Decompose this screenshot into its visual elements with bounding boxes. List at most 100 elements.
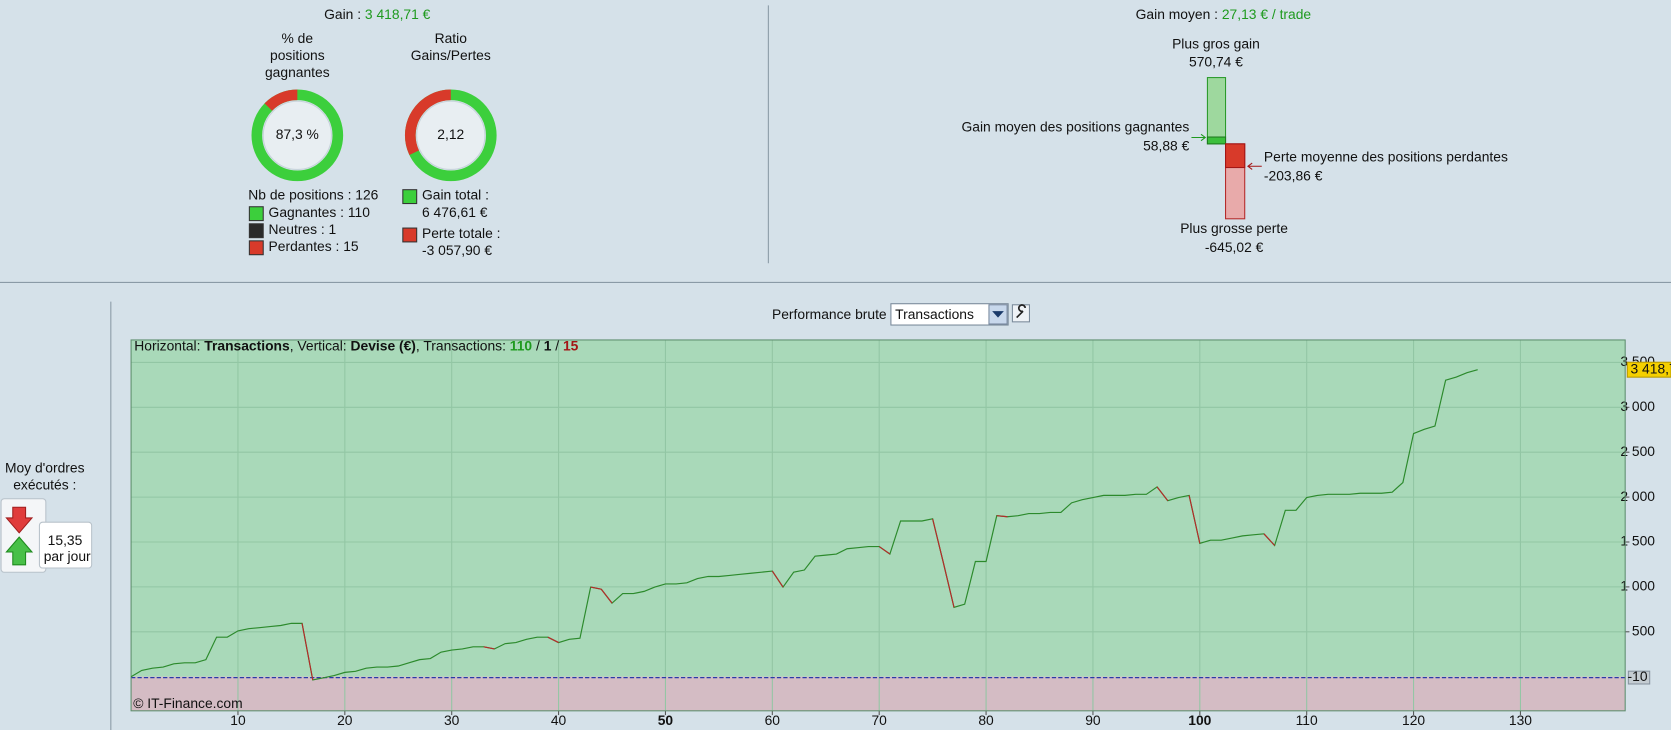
info-part: , Vertical:	[290, 337, 351, 353]
y-tick-label: 2 500	[1620, 443, 1655, 459]
x-tick-label: 70	[871, 712, 887, 728]
avg-line: Gain moyen : 27,13 € / trade	[1136, 6, 1312, 22]
losers: Perdantes : 15	[269, 238, 359, 254]
loss-segment	[483, 646, 495, 650]
loss-segment	[301, 623, 314, 681]
loss-segment	[932, 518, 944, 563]
win-title: positions	[270, 47, 325, 63]
donut-center	[262, 100, 332, 170]
info-part: , Transactions:	[416, 337, 510, 353]
info-part: /	[532, 337, 544, 353]
y-tick-label: 1 500	[1620, 533, 1655, 549]
legend-swatch	[248, 206, 264, 222]
max-gain-bar	[1206, 77, 1227, 145]
x-tick-label: 10	[230, 712, 246, 728]
last-value-label: 3 418,71	[1631, 360, 1671, 376]
orders-unit: par jour	[44, 548, 91, 564]
positions: Nb de positions : 126	[248, 187, 378, 203]
x-tick-label: 100	[1188, 712, 1211, 728]
loss-segment	[600, 588, 613, 604]
donut-arc	[264, 89, 298, 111]
avg-gain-label: 58,88 €	[1143, 138, 1189, 154]
x-tick-label: 20	[337, 712, 353, 728]
loss-segment	[942, 562, 955, 608]
win-title: gagnantes	[265, 64, 330, 80]
donut-arc	[405, 89, 452, 155]
x-tick-label: 130	[1509, 712, 1532, 728]
info-part: /	[551, 337, 563, 353]
avg-label: Gain moyen :	[1136, 6, 1222, 22]
donut-label: 87,3 %	[276, 126, 319, 142]
orders-title: exécutés :	[13, 477, 76, 493]
x-tick-label: 120	[1402, 712, 1425, 728]
max-gain-title: Plus gros gain	[1172, 35, 1260, 51]
info-part: 15	[563, 337, 579, 353]
max-loss-title: Plus grosse perte	[1180, 220, 1288, 236]
y-tick-label: 500	[1632, 622, 1655, 638]
max-loss-label: -645,02 €	[1205, 239, 1264, 255]
total-gain-label: Gain total :	[422, 187, 489, 203]
neutral: Neutres : 1	[269, 221, 337, 237]
x-tick-label: 110	[1296, 712, 1318, 728]
loss-segment	[1263, 533, 1276, 546]
max-gain-label: 570,74 €	[1189, 54, 1243, 70]
toolbar-title: Performance brute	[772, 306, 887, 322]
donut-center	[416, 100, 486, 170]
orders-value: 15,35	[48, 532, 83, 548]
gain-line: Gain : 3 418,71 €	[324, 6, 431, 22]
plot-positive	[131, 339, 1626, 677]
ratio-title: Gains/Pertes	[411, 47, 491, 63]
loss-segment	[878, 546, 891, 555]
wrench-icon	[1016, 304, 1027, 319]
orders-card	[38, 521, 93, 569]
orders-title: Moy d'ordres	[5, 460, 85, 476]
ratio-title: Ratio	[435, 30, 468, 46]
loss-segment	[590, 586, 602, 590]
info-part: 110	[510, 337, 533, 353]
down-arrow	[5, 506, 34, 534]
select-caret	[992, 311, 1004, 318]
total-loss-label: Perte totale :	[422, 225, 501, 241]
x-tick-label: 60	[765, 712, 781, 728]
y-tick-label: 1 000	[1620, 578, 1655, 594]
equity-line	[130, 369, 1478, 681]
baseline-label: -10	[1628, 668, 1648, 684]
loss-segment	[771, 570, 784, 588]
winners: Gagnantes : 110	[269, 204, 371, 220]
y-tick-label: 3 000	[1620, 398, 1655, 414]
up-arrow	[5, 536, 34, 566]
info-part: 1	[544, 337, 552, 353]
baseline-tag	[1627, 670, 1651, 685]
copyright: © IT-Finance.com	[133, 695, 242, 711]
gain-label: Gain :	[324, 6, 365, 22]
avg-loss-title: Perte moyenne des positions perdantes	[1264, 148, 1508, 164]
loss-segment	[996, 515, 1008, 518]
loss-segment	[1156, 486, 1169, 502]
legend-swatch	[248, 223, 264, 239]
x-tick-label: 90	[1085, 712, 1101, 728]
y-tick-label: 2 000	[1620, 488, 1655, 504]
x-tick-label: 50	[658, 712, 674, 728]
win-title: % de	[282, 30, 314, 46]
chart-info: Horizontal: Transactions, Vertical: Devi…	[134, 337, 578, 353]
legend-swatch	[402, 227, 418, 243]
avg-gain-bar	[1206, 136, 1227, 145]
legend-swatch	[402, 189, 418, 205]
total-loss: -3 057,90 €	[422, 242, 492, 258]
plot-negative	[131, 676, 1626, 711]
avg-value: 27,13 € / trade	[1222, 6, 1312, 22]
x-tick-label: 40	[551, 712, 567, 728]
select[interactable]	[890, 303, 1009, 326]
avg-loss-label: -203,86 €	[1264, 168, 1323, 184]
x-tick-label: 80	[978, 712, 994, 728]
info-part: Transactions	[204, 337, 290, 353]
x-tick-label: 30	[444, 712, 460, 728]
gain-value: 3 418,71 €	[365, 6, 431, 22]
arrow	[1247, 162, 1262, 170]
arrow	[1191, 133, 1207, 142]
select-value: Transactions	[895, 306, 974, 322]
avg-loss-bar	[1225, 143, 1246, 169]
plot-frame	[130, 339, 1626, 712]
